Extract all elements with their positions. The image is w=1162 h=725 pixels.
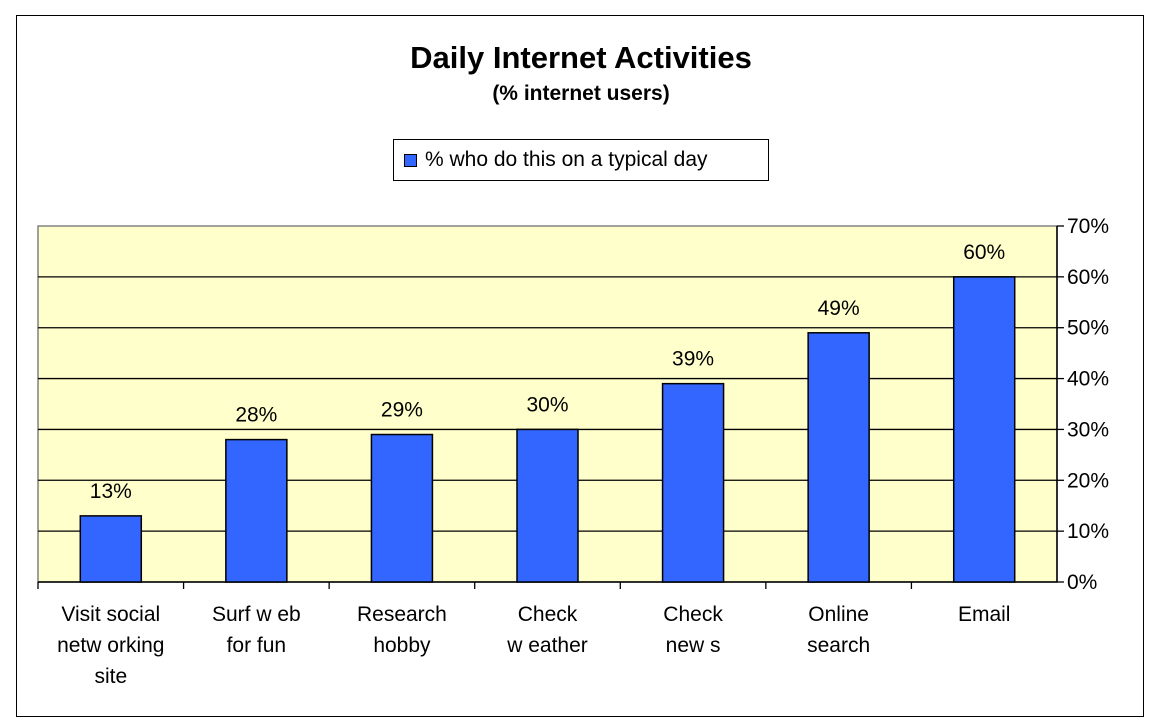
chart-title: Daily Internet Activities <box>410 40 752 75</box>
y-tick-label: 50% <box>1067 317 1109 340</box>
category-label: for fun <box>227 634 287 657</box>
bar <box>79 515 143 583</box>
y-tick-label: 60% <box>1067 266 1109 289</box>
category-label: Online <box>808 603 869 626</box>
category-label: Surf w eb <box>212 603 301 626</box>
y-tick-label: 20% <box>1067 469 1109 492</box>
category-label: Check <box>663 603 723 626</box>
category-label: site <box>94 665 127 688</box>
category-label: new s <box>666 634 721 657</box>
legend-swatch <box>404 153 417 167</box>
bar <box>952 276 1016 583</box>
data-label: 39% <box>672 348 714 371</box>
category-label: w eather <box>506 634 588 657</box>
category-label: Visit social <box>61 603 160 626</box>
y-tick-label: 30% <box>1067 418 1109 441</box>
y-tick-label: 10% <box>1067 520 1109 543</box>
chart-legend: % who do this on a typical day <box>393 139 769 181</box>
y-tick-label: 40% <box>1067 368 1109 391</box>
bar <box>807 332 870 583</box>
category-label: Email <box>958 603 1011 626</box>
category-label: Check <box>518 603 578 626</box>
data-label: 30% <box>526 393 568 416</box>
data-label: 28% <box>235 404 277 427</box>
bar <box>225 438 288 583</box>
y-tick-label: 0% <box>1067 571 1097 594</box>
category-label: search <box>807 634 870 657</box>
y-tick-label: 70% <box>1067 215 1109 238</box>
category-label: hobby <box>373 634 431 657</box>
data-label: 29% <box>381 399 423 422</box>
data-label: 60% <box>963 241 1005 264</box>
chart-subtitle: (% internet users) <box>492 82 670 105</box>
bar <box>661 382 725 583</box>
bar <box>516 428 579 583</box>
data-label: 49% <box>818 297 860 320</box>
category-label: netw orking <box>57 634 164 657</box>
category-label: Research <box>357 603 447 626</box>
bar <box>370 433 434 583</box>
data-label: 13% <box>90 480 132 503</box>
legend-label: % who do this on a typical day <box>425 148 708 171</box>
